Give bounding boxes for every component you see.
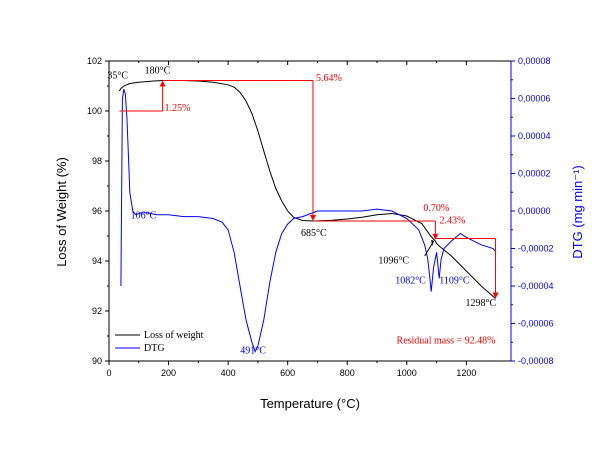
y-left-tick-label: 100 <box>87 106 102 116</box>
y-right-tick-label: -0,00008 <box>518 356 554 366</box>
y-left-tick-label: 94 <box>92 256 102 266</box>
plot-area: 0 200 400 600 800 1000 1200 90 92 94 96 98 100 102 -0,… <box>87 56 554 378</box>
x-axis-label: Temperature (°C) <box>260 396 360 411</box>
temperature-annotation: 35°C <box>107 71 128 82</box>
y-left-tick-label: 96 <box>92 206 102 216</box>
mass-loss-annotation: 0.70% <box>423 203 449 214</box>
y-right-tick-label: 0,00000 <box>518 206 551 216</box>
mass-loss-annotation: 1.25% <box>165 103 191 114</box>
x-tick-label: 1000 <box>397 368 417 378</box>
step-arrow-head <box>309 215 316 221</box>
y-axis-left-label: Loss of Weight (%) <box>54 157 69 267</box>
mass-loss-annotation: Residual mass = 92.48% <box>397 336 496 347</box>
y-right-tick-label: -0,00004 <box>518 281 554 291</box>
y-left-tick-label: 98 <box>92 156 102 166</box>
step-arrow-head <box>432 233 439 240</box>
y-left-tick-label: 102 <box>87 56 102 66</box>
x-tick-label: 600 <box>280 368 295 378</box>
dtg-peak-annotation: 1082°C <box>395 276 426 287</box>
x-tick-label: 0 <box>106 368 111 378</box>
y-left-tick-label: 90 <box>92 356 102 366</box>
x-tick-label: 200 <box>161 368 176 378</box>
mass-loss-annotation: 2.43% <box>440 216 466 227</box>
legend-label: DTG <box>144 343 165 354</box>
mass-loss-annotation: 5.64% <box>316 73 342 84</box>
y-right-tick-label: 0,00008 <box>518 56 551 66</box>
dtg-peak-annotation: 106°C <box>131 211 157 222</box>
temperature-annotation: 1298°C <box>466 298 497 309</box>
x-tick-label: 800 <box>340 368 355 378</box>
dtg-series-line <box>120 88 497 353</box>
temperature-annotation: 180°C <box>145 66 171 77</box>
y-axis-right-label: DTG (mg min⁻¹) <box>570 165 585 259</box>
y-right-tick-label: -0,00002 <box>518 244 554 254</box>
step-arrow-head <box>159 80 166 87</box>
x-tick-label: 400 <box>221 368 236 378</box>
temperature-annotation: 1096°C <box>378 256 409 267</box>
y-right-tick-label: 0,00006 <box>518 94 551 104</box>
dtg-peak-annotation: 491°C <box>240 346 266 357</box>
pointer-line <box>424 241 434 257</box>
step-arrow-head <box>492 292 499 299</box>
x-tick-label: 1200 <box>456 368 476 378</box>
y-right-tick-label: 0,00002 <box>518 169 551 179</box>
pointer-arrow-head <box>431 239 435 246</box>
y-right-tick-label: -0,00006 <box>518 319 554 329</box>
y-left-tick-label: 92 <box>92 306 102 316</box>
dtg-peak-annotation: 1109°C <box>439 276 470 287</box>
y-right-tick-label: 0,00004 <box>518 131 551 141</box>
legend-label: Loss of weight <box>144 330 204 341</box>
temperature-annotation: 685°C <box>301 228 327 239</box>
